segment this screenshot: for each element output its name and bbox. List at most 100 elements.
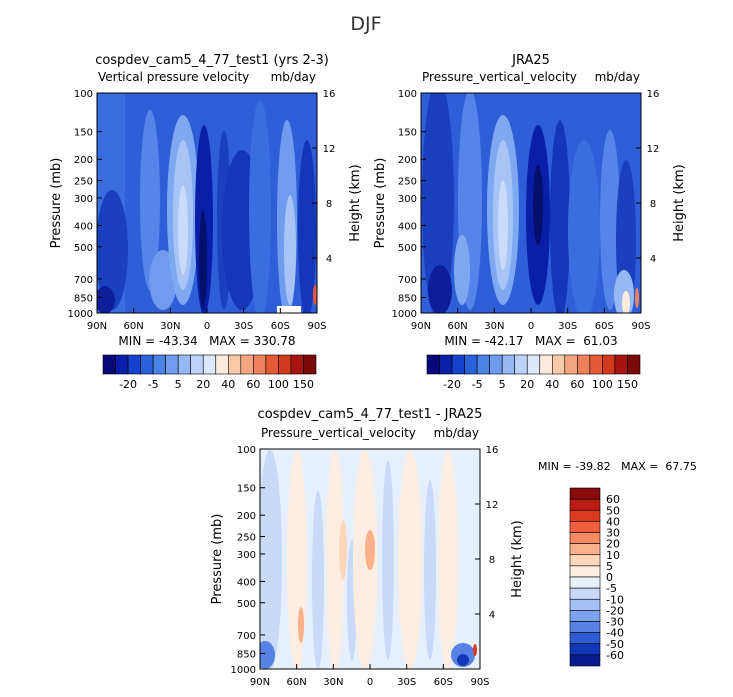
colorbar-swatch — [569, 654, 601, 667]
latitude-tick-label: 30S — [397, 677, 416, 688]
height-tick-label: 16 — [323, 89, 336, 100]
colorbar-label: 30 — [606, 527, 620, 540]
colorbar-label: 40 — [221, 378, 235, 391]
field-blob — [438, 450, 458, 669]
colorbar-swatch — [569, 598, 601, 611]
latitude-tick-label: 30S — [234, 321, 253, 332]
colorbar-label: -20 — [443, 378, 461, 391]
heatmap-field — [97, 93, 317, 313]
pressure-tick-label: 400 — [398, 221, 417, 232]
colorbar-swatch — [614, 354, 628, 375]
height-axis: 4 8 12 16 — [312, 89, 335, 265]
colorbar-swatch — [439, 354, 453, 375]
colorbar-label: 20 — [606, 538, 620, 551]
height-axis: 4 8 12 16 — [475, 445, 498, 621]
colorbar-swatch — [569, 576, 601, 589]
field-blob — [97, 190, 128, 310]
pressure-tick-label: 850 — [74, 293, 93, 304]
pressure-tick-label: 1000 — [392, 309, 417, 320]
colorbar-label: 50 — [606, 504, 620, 517]
colorbar-label: -5 — [148, 378, 159, 391]
colorbar-swatch — [253, 354, 267, 375]
colorbar-swatch — [514, 354, 528, 375]
colorbar-label: 60 — [570, 378, 584, 391]
pressure-tick-label: 700 — [237, 631, 256, 642]
panel-title: JRA25 — [511, 53, 550, 68]
pressure-tick-label: 300 — [74, 194, 93, 205]
latitude-tick-label: 60N — [124, 321, 144, 332]
height-tick-label: 16 — [486, 445, 499, 456]
colorbar-swatch — [569, 632, 601, 645]
colorbar-swatch — [215, 354, 229, 375]
latitude-tick-label: 30N — [323, 677, 343, 688]
colorbar-swatch — [569, 543, 601, 556]
latitude-tick-label: 90N — [87, 321, 107, 332]
colorbar-swatch — [190, 354, 204, 375]
colorbar-swatch — [451, 354, 465, 375]
colorbar-swatch — [569, 509, 601, 522]
field-blob — [249, 100, 271, 313]
y-axis-label-right: Height (km) — [510, 520, 525, 597]
colorbar-swatch — [569, 587, 601, 600]
colorbar-swatch — [501, 354, 516, 375]
field-blob — [600, 130, 620, 310]
height-tick-label: 4 — [650, 254, 656, 265]
y-axis-label: Pressure (mb) — [373, 158, 388, 249]
panel-subtitle-right: mb/day — [434, 426, 479, 440]
colorbar-swatch — [127, 354, 141, 375]
field-blob — [353, 450, 377, 669]
colorbar-swatch — [240, 354, 254, 375]
latitude-tick-label: 30S — [558, 321, 577, 332]
colorbar-swatch — [303, 354, 317, 375]
colorbar-swatch — [569, 521, 601, 533]
pressure-tick-label: 500 — [237, 599, 256, 610]
colorbar-label: 100 — [592, 378, 613, 391]
colorbar-swatch — [577, 354, 591, 375]
colorbar-label: 10 — [606, 549, 620, 562]
colorbar-swatch — [589, 354, 603, 375]
colorbar-label: -5 — [472, 378, 483, 391]
latitude-tick-label: 0 — [204, 321, 210, 332]
colorbar-label: 5 — [499, 378, 506, 391]
latitude-axis: 90N 60N 30N 0 30S 60S 90S — [87, 308, 327, 332]
colorbar-label: 100 — [268, 378, 289, 391]
colorbar-swatch — [569, 610, 601, 622]
latitude-tick-label: 30N — [160, 321, 180, 332]
pressure-axis: 100 150 200 250 300 400 500 700 850 1000 — [68, 89, 102, 320]
latitude-tick-label: 60N — [448, 321, 468, 332]
pressure-tick-label: 500 — [74, 243, 93, 254]
panel-title: cospdev_cam5_4_77_test1 (yrs 2-3) — [95, 53, 329, 68]
field-blob — [457, 654, 469, 666]
height-axis: 4 8 12 16 — [636, 89, 659, 265]
pressure-tick-label: 150 — [237, 484, 256, 495]
colorbar-label: 150 — [293, 378, 314, 391]
pressure-tick-label: 300 — [398, 194, 417, 205]
field-blob — [326, 450, 344, 669]
colorbar-swatch — [290, 354, 304, 375]
colorbar-swatch — [278, 354, 292, 375]
colorbar-swatch — [569, 498, 601, 511]
pressure-tick-label: 250 — [74, 177, 93, 188]
field-blob — [313, 285, 317, 305]
field-blob — [298, 607, 304, 643]
height-tick-label: 12 — [647, 144, 660, 155]
colorbar-swatch — [569, 554, 601, 567]
latitude-tick-label: 90S — [631, 321, 650, 332]
panel-subtitle-left: Vertical pressure velocity — [98, 70, 249, 84]
colorbar-swatch — [569, 532, 601, 544]
pressure-tick-label: 100 — [74, 89, 93, 100]
colorbar-swatch — [526, 354, 541, 375]
colorbar-swatch — [539, 354, 553, 375]
pressure-tick-label: 1000 — [68, 309, 93, 320]
pressure-axis: 100 150 200 250 300 400 500 700 850 1000 — [392, 89, 426, 320]
field-blob — [424, 480, 436, 660]
colorbar-label: -20 — [606, 604, 624, 617]
panel-subtitle-left: Pressure_vertical_velocity — [261, 426, 416, 440]
colorbar-label: -40 — [606, 627, 624, 640]
panel-title: cospdev_cam5_4_77_test1 - JRA25 — [258, 407, 483, 422]
field-blob — [422, 93, 454, 313]
latitude-tick-label: 90N — [411, 321, 431, 332]
latitude-tick-label: 0 — [528, 321, 534, 332]
field-region — [277, 306, 301, 313]
